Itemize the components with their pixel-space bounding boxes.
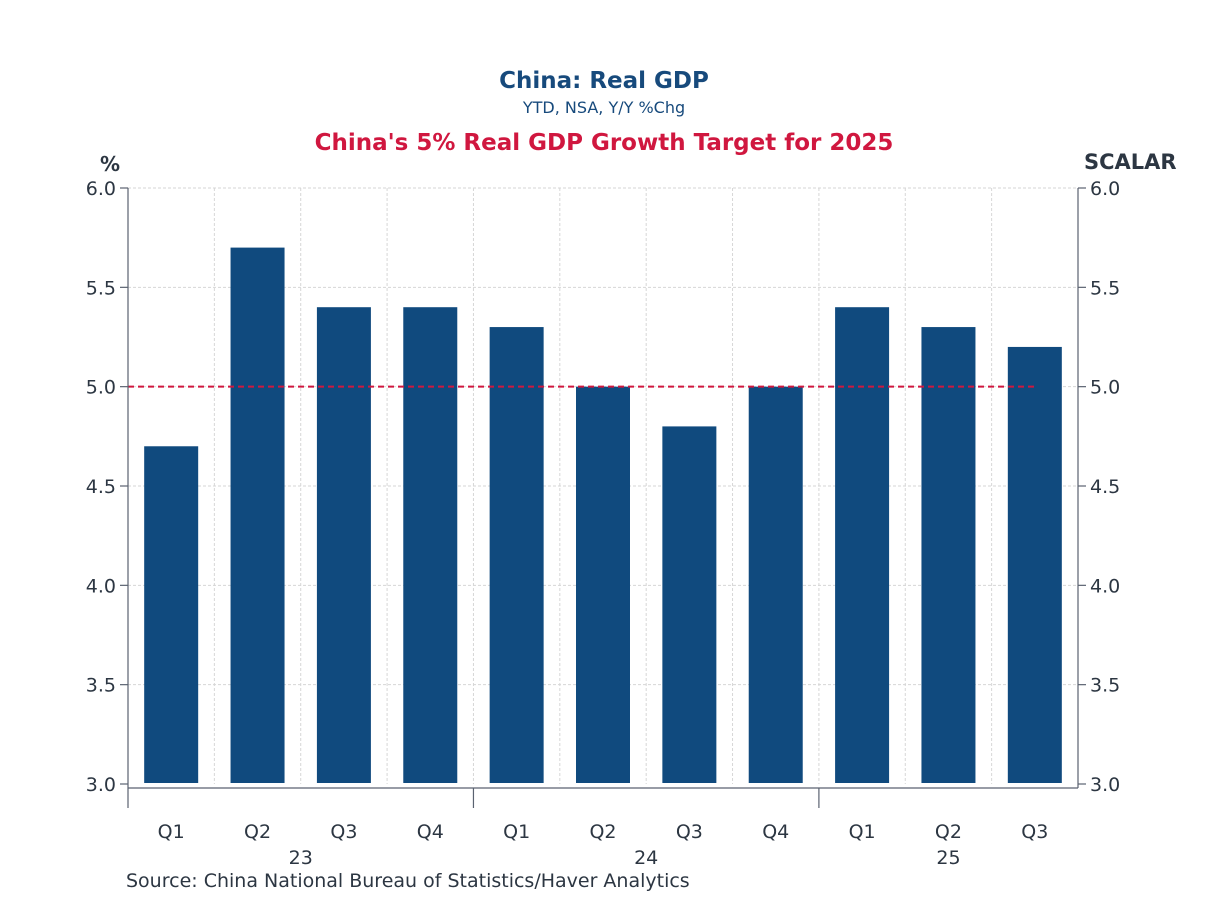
bar-q1-8 [835, 307, 890, 783]
x-year-label-23: 23 [289, 847, 313, 869]
bar-q3-2 [316, 307, 371, 783]
right-y-tick-label: 5.5 [1090, 277, 1120, 299]
right-y-tick-label: 5.0 [1090, 377, 1120, 399]
left-y-tick-label: 3.5 [86, 675, 116, 697]
x-axis-labels: 23 24 25 Q1 Q2 Q3 Q4 Q1 Q2 Q3 Q4 Q1 Q2 Q3 [158, 821, 1049, 869]
left-axis-unit-label: % [100, 152, 121, 176]
x-tick-label: Q2 [244, 821, 271, 843]
x-year-label-24: 24 [634, 847, 658, 869]
x-tick-label: Q3 [330, 821, 357, 843]
bars [144, 247, 1062, 784]
right-y-tick-label: 4.5 [1090, 476, 1120, 498]
right-y-tick-label: 6.0 [1090, 178, 1120, 200]
left-y-tick-label: 4.5 [86, 476, 116, 498]
x-tick-label: Q3 [676, 821, 703, 843]
chart-title: China: Real GDP [499, 68, 709, 94]
x-tick-label: Q3 [1021, 821, 1048, 843]
x-tick-label: Q1 [503, 821, 530, 843]
bar-q4-3 [403, 307, 458, 783]
x-tick-label: Q1 [158, 821, 185, 843]
right-y-tick-label: 4.0 [1090, 575, 1120, 597]
bar-q2-9 [921, 327, 976, 783]
x-tick-label: Q2 [935, 821, 962, 843]
axes: 3.0 3.0 3.5 3.5 4.0 4.0 4.5 4.5 5.0 5.0 5.5 5.5 6.0 6… [86, 178, 1120, 808]
left-y-tick-label: 4.0 [86, 575, 116, 597]
chart-annotation-title: China's 5% Real GDP Growth Target for 20… [314, 130, 894, 156]
left-y-tick-label: 5.0 [86, 377, 116, 399]
x-tick-label: Q2 [589, 821, 616, 843]
chart-subtitle: YTD, NSA, Y/Y %Chg [522, 98, 686, 117]
bar-q3-6 [662, 426, 717, 783]
bar-q4-7 [748, 386, 803, 783]
right-axis-unit-label: SCALAR [1084, 150, 1177, 174]
right-y-tick-label: 3.0 [1090, 774, 1120, 796]
bar-q2-5 [576, 386, 630, 783]
x-tick-label: Q4 [762, 821, 789, 843]
right-y-tick-label: 3.5 [1090, 675, 1120, 697]
bar-q1-4 [489, 327, 544, 783]
left-y-tick-label: 5.5 [86, 277, 116, 299]
x-tick-label: Q1 [849, 821, 876, 843]
left-y-tick-label: 3.0 [86, 774, 116, 796]
x-tick-label: Q4 [417, 821, 444, 843]
source-note: Source: China National Bureau of Statist… [126, 870, 690, 892]
bar-q1-0 [144, 446, 199, 783]
x-year-label-25: 25 [936, 847, 960, 869]
left-y-tick-label: 6.0 [86, 178, 116, 200]
bar-q2-1 [230, 247, 285, 784]
bar-q3-10 [1007, 346, 1062, 783]
